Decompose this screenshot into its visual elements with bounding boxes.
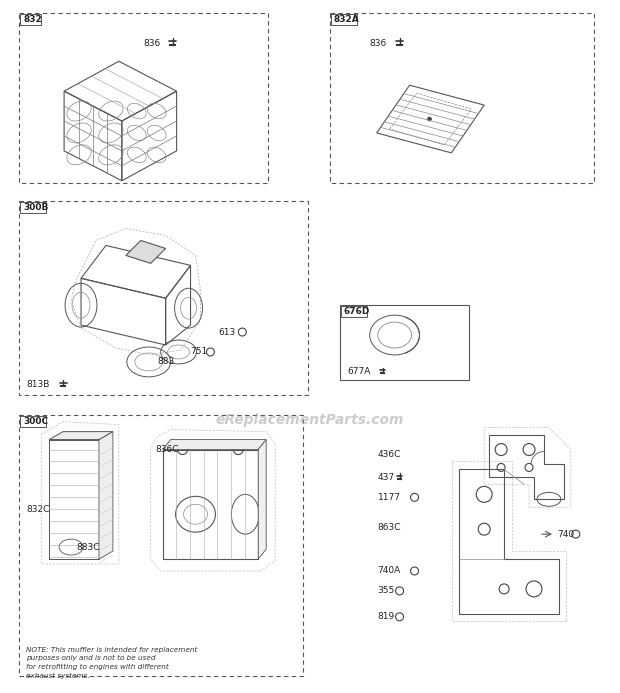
Text: 677A: 677A bbox=[348, 367, 371, 376]
Bar bbox=[341, 306, 367, 317]
Text: 676D: 676D bbox=[344, 307, 370, 316]
Circle shape bbox=[427, 117, 432, 121]
Text: 836: 836 bbox=[370, 39, 387, 48]
Text: 832A: 832A bbox=[334, 15, 360, 24]
Text: 883C: 883C bbox=[76, 543, 100, 552]
Polygon shape bbox=[259, 439, 266, 559]
Bar bbox=[19, 13, 268, 183]
Bar bbox=[49, 439, 99, 559]
Bar bbox=[20, 202, 46, 213]
Text: 355: 355 bbox=[378, 586, 395, 595]
Text: 832: 832 bbox=[24, 15, 42, 24]
Text: 613: 613 bbox=[218, 328, 236, 337]
Polygon shape bbox=[162, 439, 266, 450]
Text: NOTE: This muffler is intended for replacement
purposes only and is not to be us: NOTE: This muffler is intended for repla… bbox=[26, 647, 198, 678]
Text: 740A: 740A bbox=[378, 566, 401, 575]
Bar bbox=[330, 13, 594, 183]
Text: 819: 819 bbox=[378, 613, 395, 622]
Text: 436C: 436C bbox=[378, 450, 401, 459]
Bar bbox=[331, 15, 356, 26]
Polygon shape bbox=[99, 432, 113, 559]
Polygon shape bbox=[126, 240, 166, 263]
Text: 437: 437 bbox=[378, 473, 395, 482]
Text: 1177: 1177 bbox=[378, 493, 401, 502]
Bar bbox=[19, 414, 303, 676]
Bar bbox=[20, 15, 41, 26]
Text: 836: 836 bbox=[144, 39, 161, 48]
Text: 836C: 836C bbox=[156, 445, 179, 454]
Polygon shape bbox=[49, 432, 113, 439]
Text: 813B: 813B bbox=[26, 380, 50, 389]
Text: 300B: 300B bbox=[24, 202, 48, 211]
Bar bbox=[20, 416, 46, 427]
Text: 751: 751 bbox=[190, 347, 208, 356]
Bar bbox=[340, 305, 469, 380]
Text: 863C: 863C bbox=[378, 523, 401, 532]
Bar bbox=[19, 201, 308, 395]
Text: eReplacementParts.com: eReplacementParts.com bbox=[216, 412, 404, 427]
Text: 883: 883 bbox=[157, 358, 175, 367]
Bar bbox=[162, 450, 259, 559]
Text: 832C: 832C bbox=[26, 505, 50, 514]
Text: 300C: 300C bbox=[24, 416, 48, 426]
Text: 740: 740 bbox=[557, 529, 574, 538]
